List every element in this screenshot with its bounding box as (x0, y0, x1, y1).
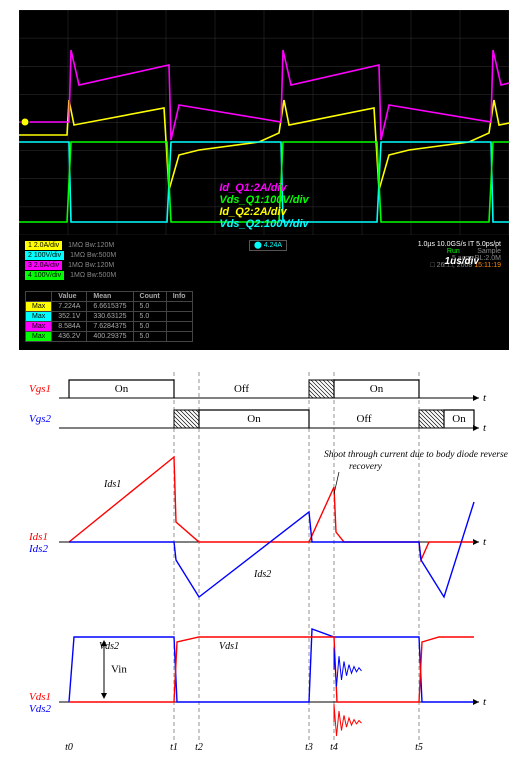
svg-text:t2: t2 (195, 742, 203, 752)
svg-text:t: t (483, 392, 487, 404)
svg-text:Vgs2: Vgs2 (29, 413, 52, 425)
svg-text:Ids2: Ids2 (253, 569, 271, 580)
svg-text:t3: t3 (305, 742, 313, 752)
svg-text:t5: t5 (415, 742, 423, 752)
svg-text:Off: Off (234, 383, 249, 395)
svg-text:On: On (115, 383, 129, 395)
channel-legend: Id_Q1:2A/divVds_Q1:100V/divId_Q2:2A/divV… (219, 182, 308, 230)
svg-text:t: t (483, 422, 487, 434)
svg-text:On: On (370, 383, 384, 395)
timing-diagram-svg: Vgs1tOnOffOnVgs2tOnOffOnIds1Ids2tIds1Ids… (19, 362, 509, 752)
scope-stats-table: ValueMeanCountInfoMax7.224A6.66153755.0M… (19, 287, 509, 350)
oscilloscope-panel: Id_Q1:2A/divVds_Q1:100V/divId_Q2:2A/divV… (19, 10, 509, 350)
legend-Id_Q2:2A/div: Id_Q2:2A/div (219, 206, 308, 218)
svg-text:Ids2: Ids2 (28, 543, 48, 555)
legend-Vds_Q1:100V/div: Vds_Q1:100V/div (219, 194, 308, 206)
svg-text:Vin: Vin (111, 664, 127, 676)
svg-text:Vds2: Vds2 (29, 703, 52, 715)
svg-text:recovery: recovery (349, 462, 383, 472)
svg-text:On: On (247, 413, 261, 425)
svg-text:t: t (483, 696, 487, 708)
svg-text:t1: t1 (170, 742, 178, 752)
svg-text:Vds1: Vds1 (29, 691, 51, 703)
svg-text:On: On (452, 413, 466, 425)
legend-Vds_Q2:100V/div: Vds_Q2:100V/div (219, 218, 308, 230)
svg-text:t4: t4 (330, 742, 338, 752)
svg-text:Ids1: Ids1 (28, 531, 48, 543)
channel-info-left: 1 2.0A/div1MΩ Bw:120M2 100V/div1MΩ Bw:50… (25, 241, 116, 281)
svg-text:t0: t0 (65, 742, 73, 752)
svg-text:Ids1: Ids1 (103, 479, 121, 490)
timing-diagram: Vgs1tOnOffOnVgs2tOnOffOnIds1Ids2tIds1Ids… (19, 362, 509, 752)
svg-text:Off: Off (356, 413, 371, 425)
legend-Id_Q1:2A/div: Id_Q1:2A/div (219, 182, 308, 194)
svg-text:Vds1: Vds1 (219, 641, 239, 652)
svg-text:Vds2: Vds2 (99, 641, 119, 652)
svg-text:Shoot through current due to b: Shoot through current due to body diode … (324, 450, 508, 460)
scope-screen: Id_Q1:2A/divVds_Q1:100V/divId_Q2:2A/divV… (19, 10, 509, 235)
wave-ch3_IdQ2 (19, 50, 509, 140)
time-div-label: 1us/div (445, 256, 479, 267)
svg-text:t: t (483, 536, 487, 548)
scope-info-bar: 1 2.0A/div1MΩ Bw:120M2 100V/div1MΩ Bw:50… (19, 235, 509, 287)
svg-text:Vgs1: Vgs1 (29, 383, 51, 395)
